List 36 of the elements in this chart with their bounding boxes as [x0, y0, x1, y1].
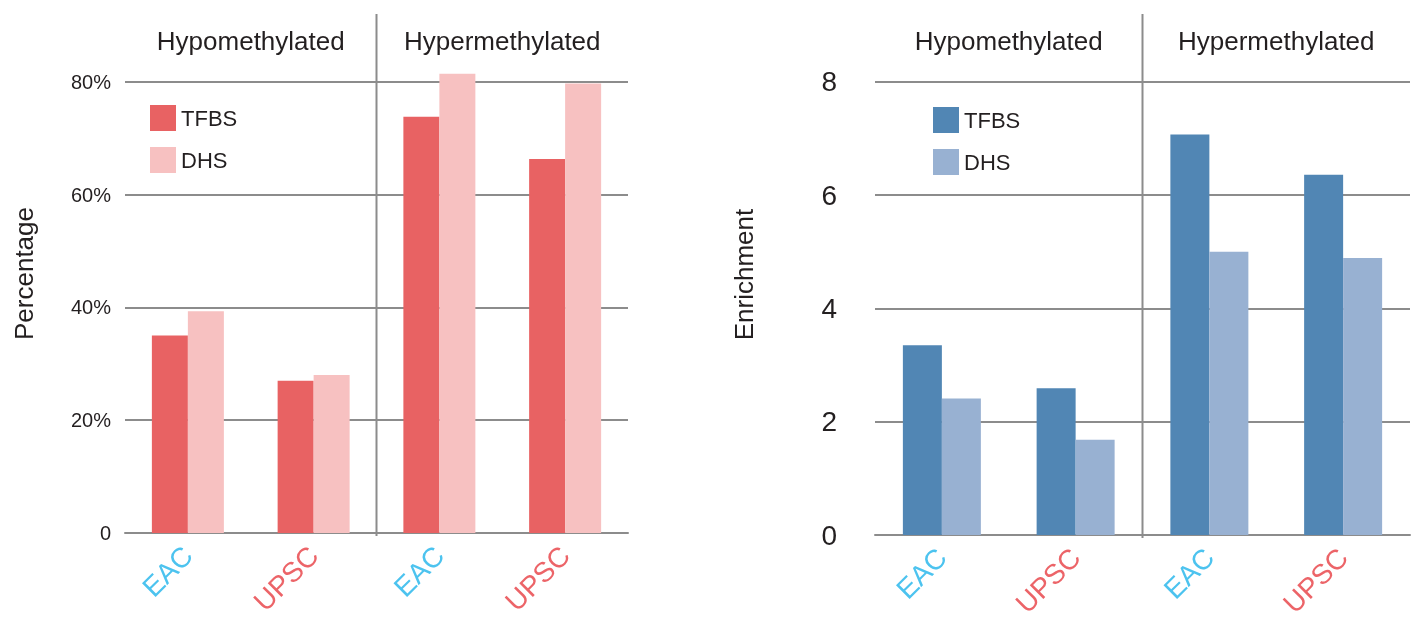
annotation: Hypermethylated — [1177, 26, 1375, 56]
y-tick-label: 0 — [99, 522, 111, 544]
bar — [1209, 251, 1249, 535]
y-tick-label: 6 — [821, 179, 837, 211]
annotation: Hypomethylated — [156, 26, 345, 56]
y-tick-label: 80% — [70, 70, 112, 93]
bar — [277, 380, 314, 533]
bar — [1075, 439, 1115, 535]
bar — [1343, 258, 1383, 535]
y-tick-label: 60% — [70, 183, 112, 206]
bar — [1036, 388, 1076, 535]
y-tick-label: 8 — [821, 66, 837, 98]
legend-label: TFBS — [964, 107, 1021, 133]
legend-label: DHS — [181, 147, 228, 173]
y-tick-label: 2 — [821, 406, 837, 438]
y-tick-label: 4 — [821, 292, 837, 324]
bar — [151, 335, 188, 533]
legend-label: DHS — [964, 149, 1011, 175]
bar — [941, 398, 981, 535]
bar — [187, 311, 224, 533]
y-tick-label: 0 — [821, 519, 837, 551]
bar — [529, 158, 566, 533]
annotation: Hypermethylated — [403, 26, 601, 56]
bar — [1170, 134, 1210, 535]
y-axis-title: Percentage — [9, 207, 39, 340]
bar — [313, 375, 350, 533]
y-axis-title: Enrichment — [729, 207, 759, 341]
y-tick-label: 20% — [70, 409, 112, 432]
bar — [902, 345, 942, 535]
bar — [1304, 174, 1344, 535]
bar — [565, 83, 602, 533]
bar — [403, 116, 440, 533]
y-tick-label: 40% — [70, 296, 112, 319]
annotation: Hypomethylated — [914, 26, 1103, 56]
bar — [439, 73, 476, 533]
legend-label: TFBS — [181, 105, 238, 131]
